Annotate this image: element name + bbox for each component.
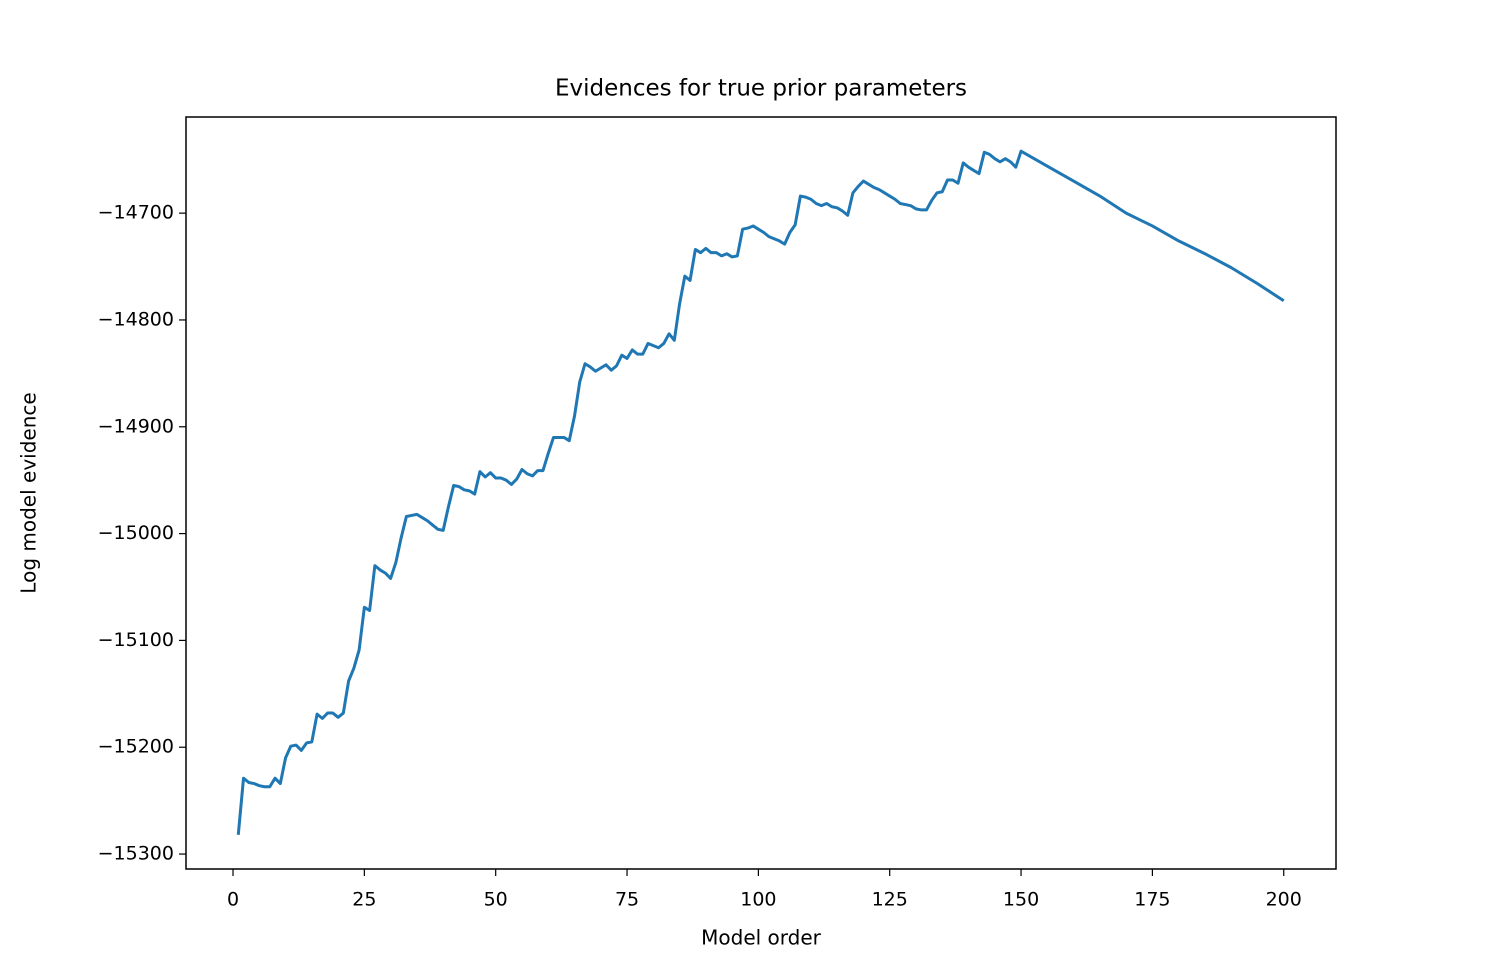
y-tick-label: −14700 xyxy=(98,202,174,224)
x-tick-label: 0 xyxy=(227,889,239,911)
x-tick-label: 50 xyxy=(484,889,508,911)
x-tick-label: 150 xyxy=(1003,889,1039,911)
y-tick-label: −14800 xyxy=(98,308,174,330)
x-tick-label: 25 xyxy=(352,889,376,911)
y-tick-label: −15000 xyxy=(98,522,174,544)
chart-title: Evidences for true prior parameters xyxy=(555,76,967,102)
y-tick-label: −14900 xyxy=(98,415,174,437)
x-tick-label: 125 xyxy=(872,889,908,911)
y-tick-label: −15300 xyxy=(98,843,174,865)
y-axis-label: Log model evidence xyxy=(17,392,41,593)
plot-frame xyxy=(185,116,1337,870)
y-tick-label: −15200 xyxy=(98,736,174,758)
y-tick-label: −15100 xyxy=(98,629,174,651)
x-tick-label: 75 xyxy=(615,889,639,911)
x-tick-label: 100 xyxy=(740,889,776,911)
x-tick-label: 175 xyxy=(1134,889,1170,911)
x-axis-label: Model order xyxy=(701,926,822,950)
line-series xyxy=(236,149,1285,835)
x-tick-label: 200 xyxy=(1266,889,1302,911)
